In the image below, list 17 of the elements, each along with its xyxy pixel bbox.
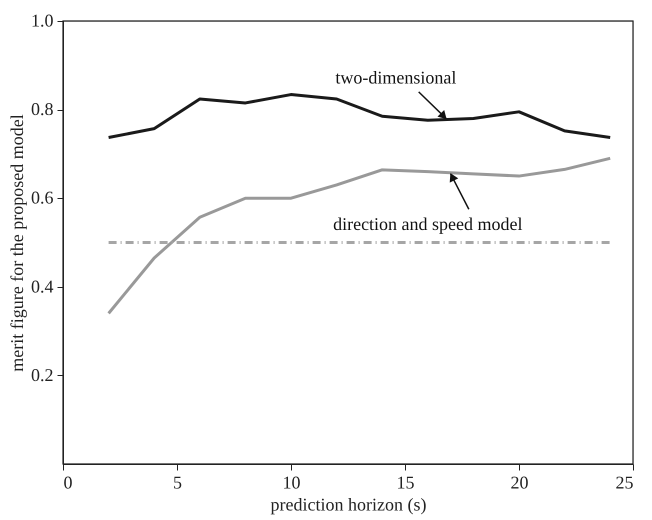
line-series [107, 156, 612, 315]
x-axis-title: prediction horizon (s) [270, 494, 426, 514]
x-tick-label: 5 [173, 472, 182, 492]
annotation: direction and speed model [333, 214, 523, 234]
x-tick-label: 20 [510, 472, 528, 492]
y-tick-label: 0.4 [31, 276, 54, 296]
y-axis-title: merit figure for the proposed model [7, 114, 27, 372]
x-tick-label: 10 [282, 472, 300, 492]
y-tick-label: 0.8 [31, 99, 54, 120]
x-tick-label: 25 [616, 472, 634, 492]
y-tick-label: 0.2 [31, 364, 54, 385]
y-tick-label: 0.6 [31, 188, 54, 208]
y-tick-label: 1.0 [31, 10, 54, 30]
line-series [107, 93, 612, 140]
x-tick-label: 15 [396, 472, 414, 492]
x-tick-label: 0 [64, 472, 72, 492]
annotation: two-dimensional [335, 68, 456, 88]
